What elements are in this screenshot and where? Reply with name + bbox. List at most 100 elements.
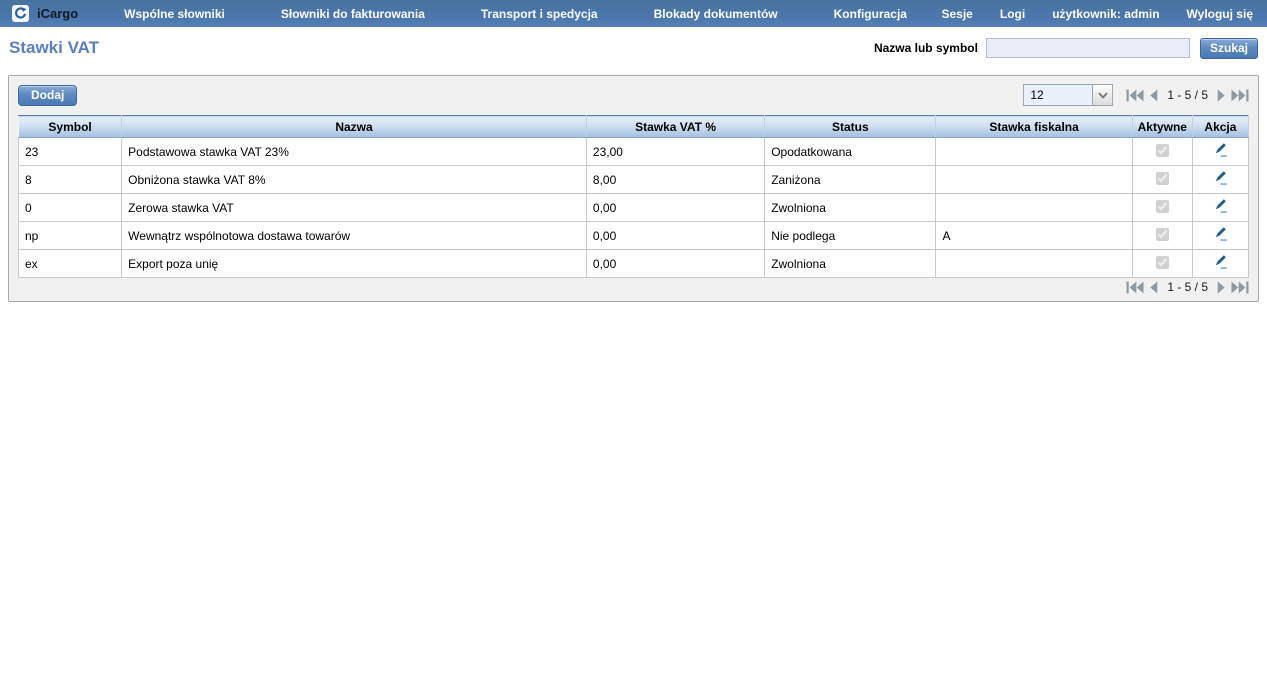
cell-akcja [1191, 137, 1250, 166]
column-header-symbol[interactable]: Symbol [17, 115, 123, 138]
logo[interactable]: iCargo [12, 5, 78, 22]
active-checkbox [1155, 255, 1169, 269]
page-title: Stawki VAT [9, 38, 100, 57]
edit-pencil-icon [1216, 255, 1228, 269]
search-input[interactable] [985, 38, 1190, 58]
cell-akcja [1191, 221, 1250, 250]
edit-button[interactable] [1211, 142, 1229, 158]
column-header-akcja[interactable]: Akcja [1191, 115, 1250, 138]
cell-akcja [1191, 249, 1250, 278]
last-page-icon [1231, 89, 1249, 101]
edit-button[interactable] [1211, 254, 1229, 270]
first-page-button[interactable] [1126, 89, 1144, 102]
page-size-value: 12 [1030, 88, 1044, 102]
topbar-menu-item[interactable]: Transport i spedycja [480, 6, 598, 21]
cell-stawka-vat: 8,00 [585, 165, 766, 194]
next-page-button[interactable] [1217, 89, 1226, 102]
previous-page-icon [1150, 281, 1158, 293]
table-row: 0 Zerowa stawka VAT 0,00 Zwolniona [17, 193, 1250, 222]
topbar-right-menu-item[interactable]: Logi [999, 6, 1026, 21]
cell-stawka-fiskalna [935, 165, 1133, 194]
column-header-stawka-fiskalna[interactable]: Stawka fiskalna [935, 115, 1133, 138]
active-checkbox [1155, 171, 1169, 185]
table-header: Symbol Nazwa Stawka VAT % Status Stawka … [17, 115, 1250, 138]
cell-status: Zwolniona [764, 193, 937, 222]
topbar-right-menu: Sesje Logi użytkownik: admin Wyloguj się [942, 7, 1256, 21]
cell-status: Zwolniona [764, 249, 937, 278]
main-menu: Wspólne słowniki Słowniki do fakturowani… [124, 7, 907, 21]
vat-rates-table: Symbol Nazwa Stawka VAT % Status Stawka … [17, 115, 1250, 278]
pagination-range-label: 1 - 5 / 5 [1167, 88, 1208, 102]
edit-button[interactable] [1211, 198, 1229, 214]
cell-aktywne [1131, 221, 1193, 250]
edit-pencil-icon [1216, 171, 1228, 185]
last-page-icon [1231, 281, 1249, 293]
first-page-icon [1126, 281, 1144, 293]
topbar-menu-item[interactable]: Blokady dokumentów [653, 6, 778, 21]
cell-status: Nie podlega [764, 221, 937, 250]
active-checkbox [1155, 143, 1169, 157]
edit-button[interactable] [1211, 170, 1229, 186]
first-page-button[interactable] [1126, 281, 1144, 294]
page-size-select[interactable]: 12 [1023, 84, 1114, 106]
edit-pencil-icon [1216, 143, 1228, 157]
pagination-range-label: 1 - 5 / 5 [1167, 280, 1208, 294]
cell-stawka-vat: 0,00 [585, 193, 766, 222]
cell-status: Opodatkowana [764, 137, 937, 166]
search-group: Nazwa lub symbol Szukaj [873, 37, 1258, 59]
table-row: 23 Podstawowa stawka VAT 23% 23,00 Opoda… [17, 137, 1250, 166]
last-page-button[interactable] [1231, 89, 1249, 102]
cell-status: Zaniżona [764, 165, 937, 194]
chevron-down-icon [1092, 85, 1113, 105]
column-header-status[interactable]: Status [764, 115, 937, 138]
next-page-icon [1217, 281, 1225, 293]
column-header-stawka-vat[interactable]: Stawka VAT % [585, 115, 766, 138]
previous-page-icon [1150, 89, 1158, 101]
search-label: Nazwa lub symbol [873, 41, 978, 55]
previous-page-button[interactable] [1149, 281, 1158, 294]
cell-aktywne [1131, 165, 1193, 194]
toolbar-row: Dodaj 12 1 - 5 / 5 [18, 84, 1249, 106]
cell-stawka-fiskalna [935, 137, 1133, 166]
content-panel: Dodaj 12 1 - 5 / 5 [8, 75, 1259, 302]
app-title: iCargo [37, 6, 79, 21]
table-row: ex Export poza unię 0,00 Zwolniona [17, 249, 1250, 278]
cell-stawka-vat: 23,00 [585, 137, 766, 166]
topbar-right-menu-item[interactable]: Wyloguj się [1186, 6, 1253, 21]
column-header-nazwa[interactable]: Nazwa [121, 115, 587, 138]
cell-nazwa: Export poza unię [121, 249, 587, 278]
topbar-right-menu-item[interactable]: Sesje [941, 6, 973, 21]
next-page-button[interactable] [1217, 281, 1226, 294]
cell-symbol: ex [17, 249, 123, 278]
pagination-bottom: 1 - 5 / 5 [18, 280, 1249, 294]
next-page-icon [1217, 89, 1225, 101]
column-header-aktywne[interactable]: Aktywne [1131, 115, 1193, 138]
last-page-button[interactable] [1231, 281, 1249, 294]
topbar-right-menu-item[interactable]: użytkownik: admin [1052, 6, 1160, 21]
cell-symbol: 8 [17, 165, 123, 194]
cell-symbol: np [17, 221, 123, 250]
cell-stawka-fiskalna [935, 249, 1133, 278]
topbar-menu-item[interactable]: Konfiguracja [833, 6, 907, 21]
search-button[interactable]: Szukaj [1199, 37, 1258, 59]
edit-pencil-icon [1216, 199, 1228, 213]
topbar-menu-item[interactable]: Słowniki do fakturowania [280, 6, 425, 21]
cell-nazwa: Obniżona stawka VAT 8% [121, 165, 587, 194]
active-checkbox [1155, 227, 1169, 241]
edit-button[interactable] [1211, 226, 1229, 242]
table-row: 8 Obniżona stawka VAT 8% 8,00 Zaniżona [17, 165, 1250, 194]
cell-aktywne [1131, 137, 1193, 166]
refresh-logo-icon [12, 5, 29, 22]
cell-stawka-vat: 0,00 [585, 221, 766, 250]
cell-nazwa: Zerowa stawka VAT [121, 193, 587, 222]
cell-symbol: 23 [17, 137, 123, 166]
edit-pencil-icon [1216, 227, 1228, 241]
table-row: np Wewnątrz wspólnotowa dostawa towarów … [17, 221, 1250, 250]
cell-aktywne [1131, 249, 1193, 278]
topbar-menu-item[interactable]: Wspólne słowniki [124, 6, 225, 21]
previous-page-button[interactable] [1149, 89, 1158, 102]
cell-aktywne [1131, 193, 1193, 222]
add-button[interactable]: Dodaj [18, 84, 78, 106]
topbar: iCargo Wspólne słowniki Słowniki do fakt… [0, 0, 1267, 27]
cell-stawka-fiskalna [935, 193, 1133, 222]
